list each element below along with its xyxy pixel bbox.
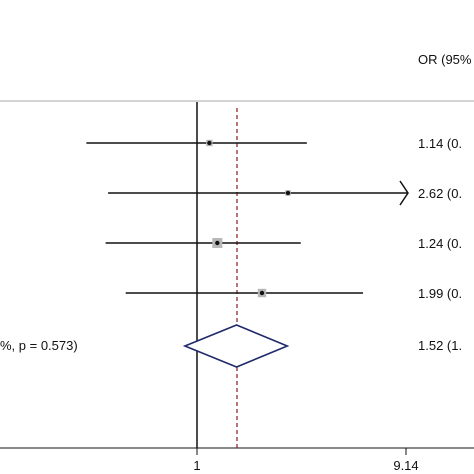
point-estimate (215, 240, 220, 246)
study-or-label: 2.62 (0. (418, 186, 462, 201)
ci-arrow (399, 180, 409, 206)
pooled-or-label: 1.52 (1. (418, 338, 462, 353)
point-estimate (207, 140, 212, 146)
study-or-label: 1.24 (0. (418, 236, 462, 251)
x-tick-label: 1 (193, 458, 200, 473)
pooled-diamond (182, 324, 290, 368)
point-estimate (285, 190, 291, 196)
header-or-ci: OR (95% (418, 52, 472, 67)
point-estimate (259, 290, 265, 296)
x-tick-label: 9.14 (393, 458, 418, 473)
study-or-label: 1.14 (0. (418, 136, 462, 151)
pooled-left-label: %, p = 0.573) (0, 338, 78, 353)
study-or-label: 1.99 (0. (418, 286, 462, 301)
